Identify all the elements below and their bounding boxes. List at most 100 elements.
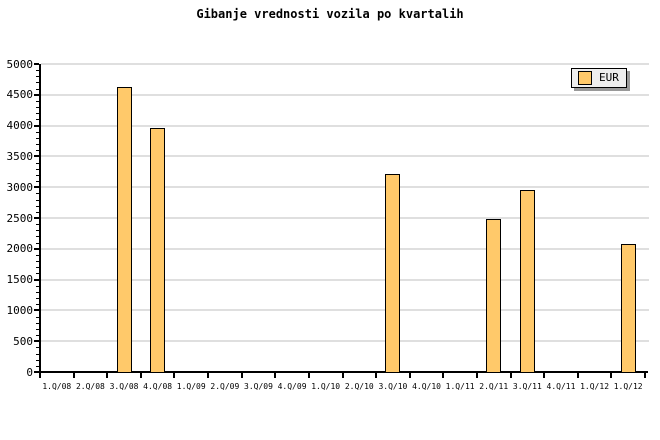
x-tick-label: 1.Q/09 xyxy=(176,382,206,391)
x-tick-label: 4.Q/10 xyxy=(412,382,441,391)
y-tick xyxy=(34,247,39,250)
y-tick xyxy=(34,340,39,343)
y-minor-tick xyxy=(36,273,39,275)
y-minor-tick xyxy=(36,304,39,306)
y-tick-label: 1000 xyxy=(6,303,34,317)
y-minor-tick xyxy=(36,316,39,318)
y-tick-label: 5000 xyxy=(6,57,34,71)
y-tick xyxy=(34,93,39,96)
y-tick-label: 2500 xyxy=(6,211,34,225)
x-tick xyxy=(543,373,546,378)
x-tick xyxy=(139,373,142,378)
y-minor-tick xyxy=(36,230,39,232)
y-minor-tick xyxy=(36,236,39,238)
x-tick xyxy=(173,373,176,378)
y-tick xyxy=(34,278,39,281)
y-tick-label: 1500 xyxy=(6,273,34,287)
x-tick-label: 3.Q/08 xyxy=(109,382,139,391)
y-tick-label: 500 xyxy=(13,334,33,348)
x-tick xyxy=(341,373,344,378)
x-tick-label: 1.Q/12 xyxy=(613,382,643,391)
y-minor-tick xyxy=(36,174,39,176)
y-tick xyxy=(34,186,39,189)
y-gridline xyxy=(41,278,649,281)
x-axis-line xyxy=(39,371,648,373)
y-minor-tick xyxy=(36,298,39,300)
y-minor-tick xyxy=(36,267,39,269)
y-minor-tick xyxy=(36,242,39,244)
x-tick-label: 3.Q/11 xyxy=(512,382,542,391)
y-minor-tick xyxy=(36,181,39,183)
x-tick-label: 1.Q/12 xyxy=(580,382,610,391)
legend-label: EUR xyxy=(599,71,619,84)
y-tick xyxy=(34,155,39,158)
x-tick-label: 4.Q/08 xyxy=(143,382,173,391)
y-minor-tick xyxy=(36,291,39,293)
x-tick xyxy=(72,373,75,378)
y-minor-tick xyxy=(36,137,39,139)
x-tick xyxy=(274,373,277,378)
y-minor-tick xyxy=(36,76,39,78)
y-minor-tick xyxy=(36,261,39,263)
y-minor-tick xyxy=(36,119,39,121)
y-gridline xyxy=(41,155,649,158)
y-tick xyxy=(34,309,39,312)
x-tick xyxy=(576,373,579,378)
x-tick xyxy=(475,373,478,378)
x-tick xyxy=(442,373,445,378)
x-tick-label: 2.Q/10 xyxy=(344,382,374,391)
y-tick-label: 4000 xyxy=(6,119,34,133)
legend: EUR xyxy=(571,68,627,88)
y-gridline xyxy=(41,63,649,65)
x-tick xyxy=(408,373,411,378)
x-tick xyxy=(644,373,646,378)
bar xyxy=(385,173,401,373)
x-tick-label: 3.Q/10 xyxy=(378,382,408,391)
y-minor-tick xyxy=(36,100,39,102)
y-gridline xyxy=(41,340,649,343)
x-tick xyxy=(375,373,378,378)
bar xyxy=(519,189,535,373)
x-tick-label: 1.Q/08 xyxy=(42,382,72,391)
y-minor-tick xyxy=(36,353,39,355)
x-tick xyxy=(307,373,310,378)
y-minor-tick xyxy=(36,254,39,256)
y-minor-tick xyxy=(36,335,39,337)
y-tick xyxy=(34,371,39,373)
bar xyxy=(486,218,502,373)
y-minor-tick xyxy=(36,205,39,207)
y-minor-tick xyxy=(36,150,39,152)
x-tick-label: 4.Q/09 xyxy=(277,382,307,391)
y-minor-tick xyxy=(36,199,39,201)
y-minor-tick xyxy=(36,82,39,84)
y-tick-label: 4500 xyxy=(6,88,34,102)
y-axis-line xyxy=(39,64,41,373)
y-tick-label: 0 xyxy=(26,365,33,379)
x-tick xyxy=(207,373,210,378)
bar xyxy=(116,86,132,373)
y-minor-tick xyxy=(36,168,39,170)
y-minor-tick xyxy=(36,285,39,287)
y-gridline xyxy=(41,247,649,250)
chart-title: Gibanje vrednosti vozila po kvartalih xyxy=(196,7,464,21)
y-tick-label: 3500 xyxy=(6,149,34,163)
x-tick-label: 1.Q/11 xyxy=(445,382,475,391)
legend-swatch-eur xyxy=(578,71,592,85)
y-minor-tick xyxy=(36,131,39,133)
x-tick xyxy=(509,373,512,378)
y-minor-tick xyxy=(36,347,39,349)
y-tick xyxy=(34,63,39,65)
y-minor-tick xyxy=(36,144,39,146)
x-tick xyxy=(240,373,243,378)
y-minor-tick xyxy=(36,365,39,367)
y-minor-tick xyxy=(36,162,39,164)
y-minor-tick xyxy=(36,322,39,324)
y-minor-tick xyxy=(36,88,39,90)
y-minor-tick xyxy=(36,224,39,226)
x-tick-label: 2.Q/11 xyxy=(479,382,509,391)
y-tick xyxy=(34,124,39,127)
y-tick xyxy=(34,217,39,219)
y-tick-label: 2000 xyxy=(6,242,34,256)
